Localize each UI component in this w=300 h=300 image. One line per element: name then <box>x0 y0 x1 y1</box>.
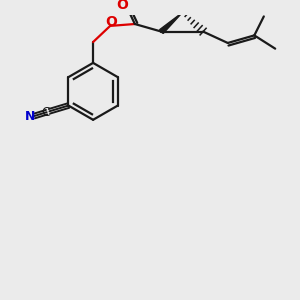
Text: N: N <box>24 110 35 124</box>
Text: O: O <box>105 15 117 29</box>
Polygon shape <box>160 13 182 34</box>
Text: O: O <box>117 0 128 12</box>
Text: C: C <box>41 106 50 119</box>
